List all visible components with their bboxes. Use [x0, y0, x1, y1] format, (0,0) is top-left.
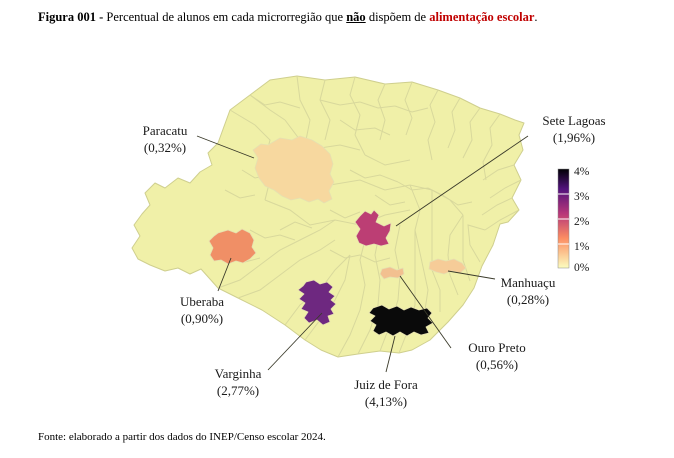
svg-text:Manhuaçu: Manhuaçu: [501, 275, 556, 290]
svg-text:(1,96%): (1,96%): [553, 130, 595, 145]
svg-text:(0,32%): (0,32%): [144, 140, 186, 155]
svg-text:Paracatu: Paracatu: [143, 123, 188, 138]
svg-text:3%: 3%: [574, 191, 590, 203]
svg-text:1%: 1%: [574, 241, 590, 253]
svg-text:Juiz de Fora: Juiz de Fora: [354, 377, 418, 392]
svg-text:Varginha: Varginha: [215, 366, 262, 381]
svg-text:(0,28%): (0,28%): [507, 292, 549, 307]
svg-text:4%: 4%: [574, 166, 590, 178]
svg-text:(0,56%): (0,56%): [476, 357, 518, 372]
svg-text:Uberaba: Uberaba: [180, 294, 224, 309]
svg-text:Ouro Preto: Ouro Preto: [468, 340, 525, 355]
svg-text:(2,77%): (2,77%): [217, 383, 259, 398]
svg-text:(0,90%): (0,90%): [181, 311, 223, 326]
svg-text:(4,13%): (4,13%): [365, 394, 407, 409]
svg-text:Sete Lagoas: Sete Lagoas: [542, 113, 605, 128]
svg-text:2%: 2%: [574, 216, 590, 228]
svg-text:0%: 0%: [574, 262, 590, 274]
